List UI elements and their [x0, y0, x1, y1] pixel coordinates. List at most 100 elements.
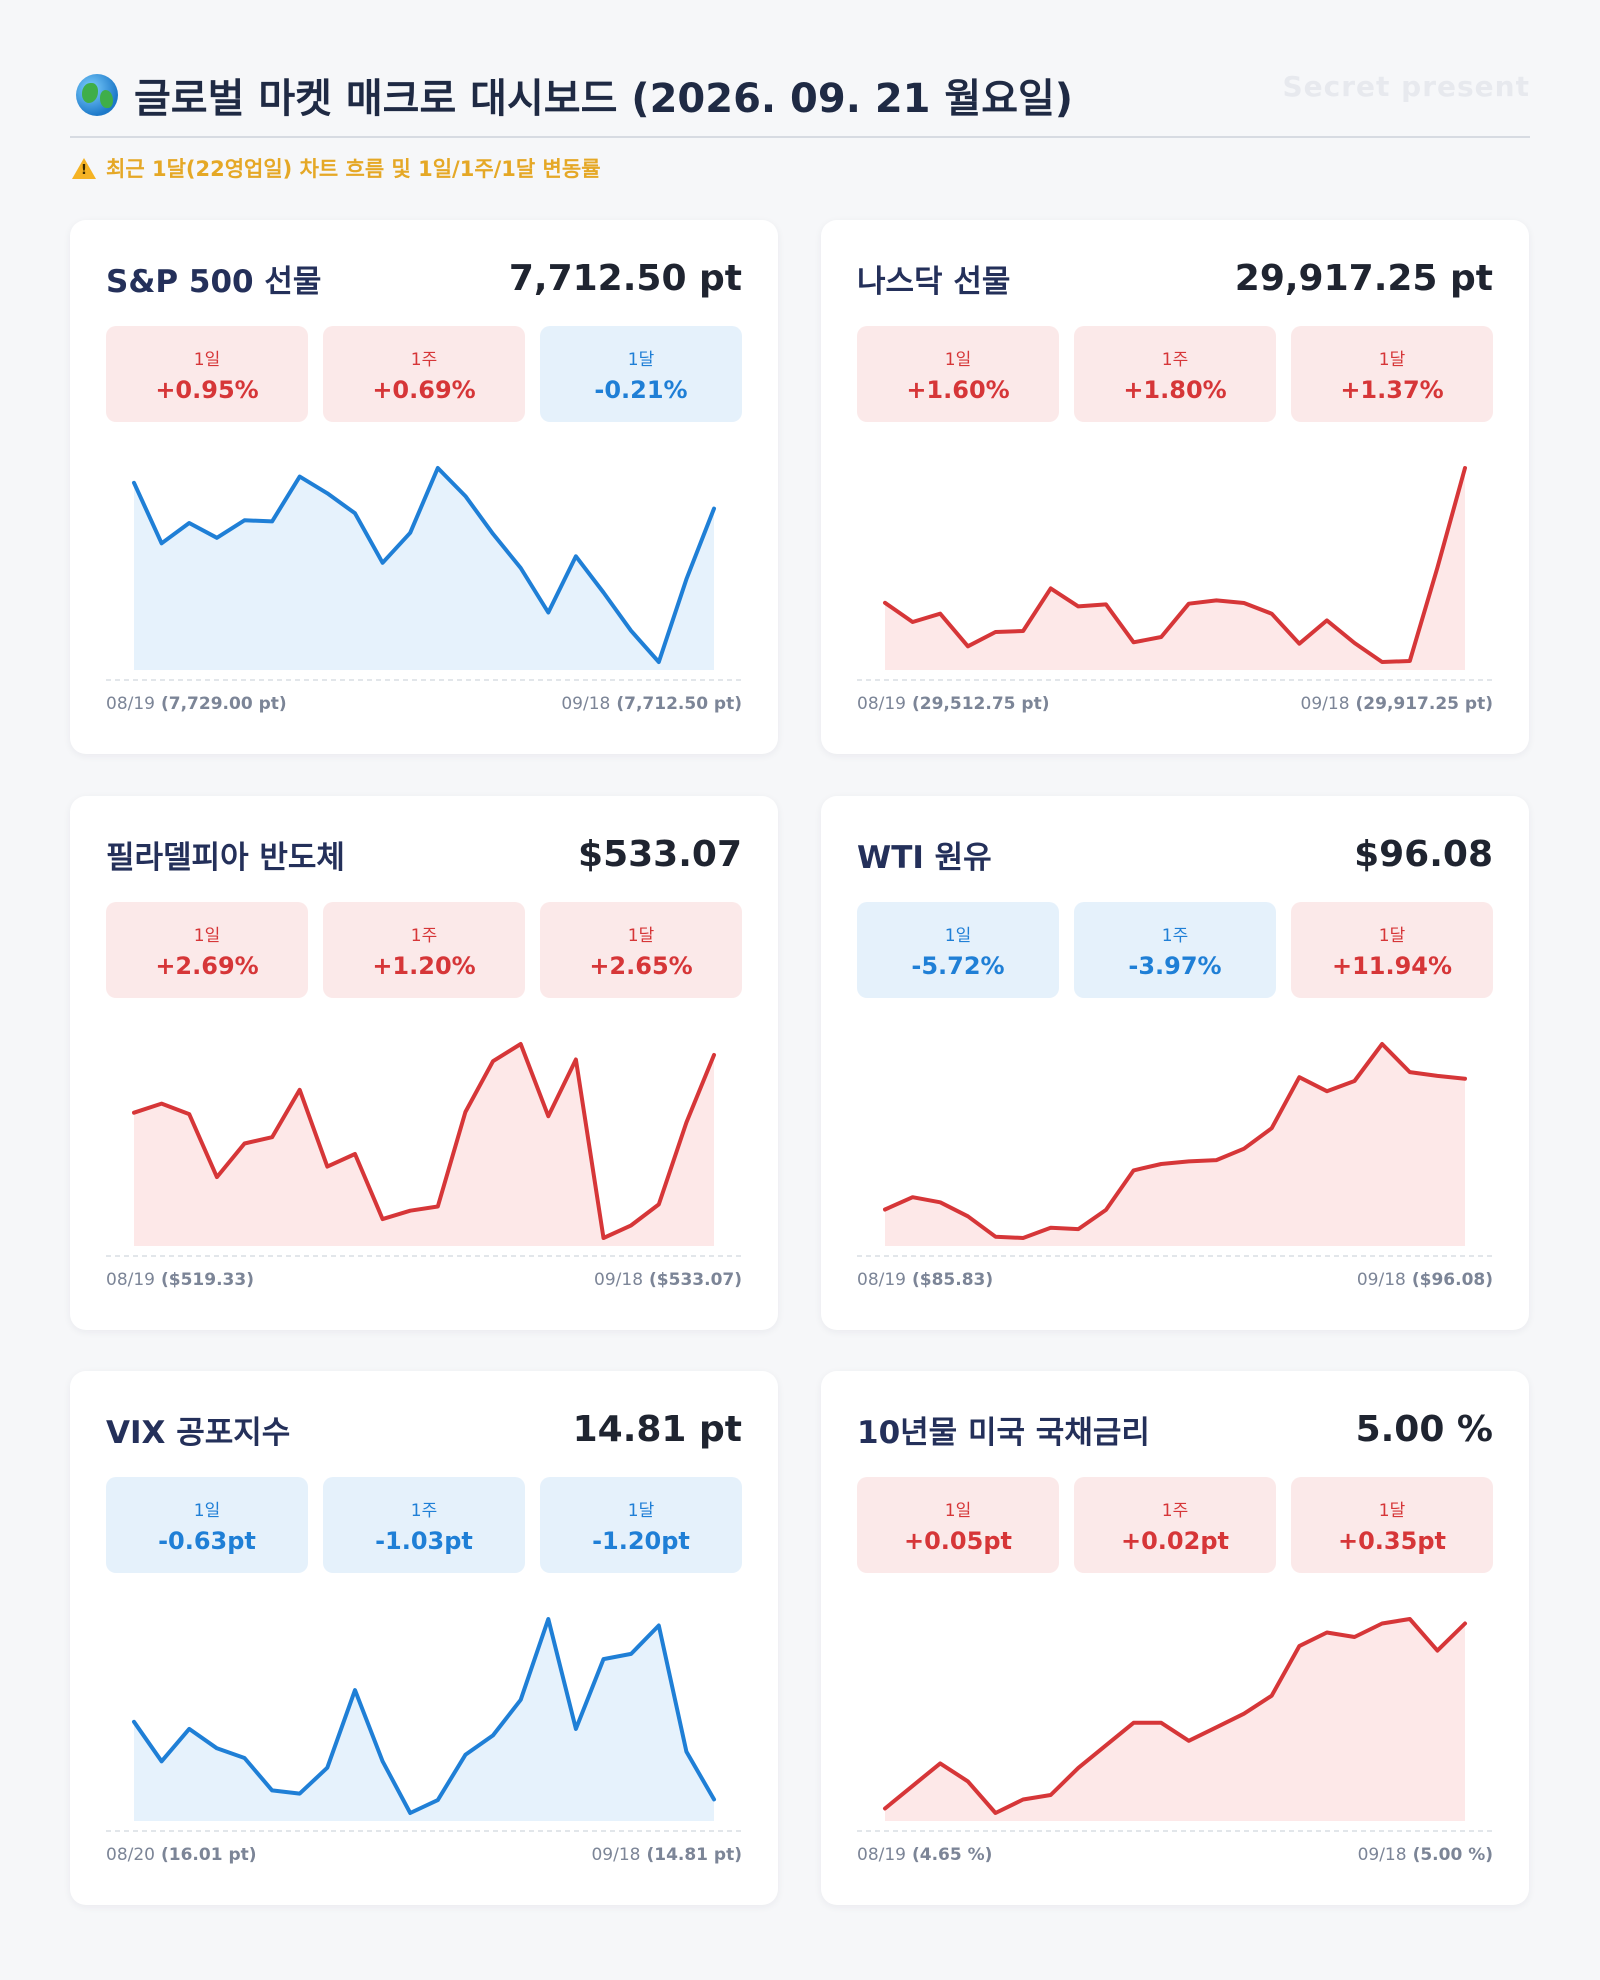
change-label: 1일	[944, 1500, 972, 1521]
series-line	[883, 466, 1467, 664]
card-title: S&P 500 선물	[106, 264, 322, 300]
change-label: 1주	[1161, 1500, 1189, 1521]
line-chart	[106, 1026, 742, 1266]
end-point: 09/18 (5.00 %)	[1358, 1845, 1493, 1865]
series-line	[132, 466, 716, 664]
market-card-us10y: 10년물 미국 국채금리 5.00 % 1일 +0.05pt 1주 +0.02pt 1달 +0…	[821, 1371, 1529, 1905]
change-value: -3.97%	[1128, 951, 1222, 980]
end-point: 09/18 (14.81 pt)	[591, 1845, 742, 1865]
chart-svg	[857, 1042, 1493, 1257]
change-value: +1.80%	[1123, 375, 1227, 404]
card-value: $96.08	[1354, 834, 1493, 875]
end-date: 09/18	[561, 694, 611, 714]
end-value: ($96.08)	[1411, 1270, 1493, 1290]
line-chart	[106, 1601, 742, 1841]
change-label: 1일	[193, 1500, 221, 1521]
chart-area	[134, 1044, 714, 1246]
market-card-nasdaq: 나스닥 선물 29,917.25 pt 1일 +1.60% 1주 +1.80% 1달 +1.3…	[821, 220, 1529, 754]
chart-area	[885, 1044, 1465, 1246]
change-badge: 1일 +1.60%	[857, 326, 1059, 422]
card-title: 필라델피아 반도체	[106, 840, 345, 876]
start-value: ($85.83)	[912, 1270, 994, 1290]
change-label: 1주	[410, 349, 438, 370]
change-value: -0.21%	[594, 375, 688, 404]
change-label: 1일	[944, 349, 972, 370]
start-point: 08/19 (7,729.00 pt)	[106, 694, 287, 714]
end-value: (7,712.50 pt)	[616, 694, 742, 714]
card-value: 29,917.25 pt	[1234, 258, 1493, 299]
end-point: 09/18 ($96.08)	[1357, 1270, 1493, 1290]
change-label: 1달	[627, 1500, 655, 1521]
line-chart	[857, 1601, 1493, 1841]
change-badge: 1일 -5.72%	[857, 902, 1059, 998]
chart-footer: 08/20 (16.01 pt) 09/18 (14.81 pt)	[106, 1845, 742, 1869]
end-date: 09/18	[1300, 694, 1350, 714]
end-date: 09/18	[591, 1845, 641, 1865]
chart-footer: 08/19 (7,729.00 pt) 09/18 (7,712.50 pt)	[106, 694, 742, 718]
change-badge: 1달 +0.35pt	[1291, 1477, 1493, 1573]
chart-svg	[106, 1617, 742, 1832]
page-title: 글로벌 마켓 매크로 대시보드 (2026. 09. 21 월요일)	[76, 68, 1073, 122]
start-date: 08/20	[106, 1845, 155, 1865]
line-chart	[857, 450, 1493, 690]
chart-footer: 08/19 ($519.33) 09/18 ($533.07)	[106, 1270, 742, 1294]
end-date: 09/18	[1356, 1270, 1406, 1290]
change-value: +1.37%	[1340, 375, 1444, 404]
dashboard-header: 글로벌 마켓 매크로 대시보드 (2026. 09. 21 월요일) Secre…	[70, 62, 1530, 138]
market-card-sox: 필라델피아 반도체 $533.07 1일 +2.69% 1주 +1.20% 1달 +2.65%…	[70, 796, 778, 1330]
series-line	[883, 1042, 1467, 1240]
change-value: +2.65%	[589, 951, 693, 980]
card-value: 7,712.50 pt	[508, 258, 742, 299]
end-value: (14.81 pt)	[646, 1845, 742, 1865]
change-badge: 1달 +1.37%	[1291, 326, 1493, 422]
change-value: +0.95%	[155, 375, 259, 404]
change-badge: 1일 +2.69%	[106, 902, 308, 998]
chart-area	[885, 1619, 1465, 1821]
end-point: 09/18 (29,917.25 pt)	[1301, 694, 1493, 714]
chart-area	[134, 468, 714, 670]
change-badge: 1일 -0.63pt	[106, 1477, 308, 1573]
change-badges: 1일 -5.72% 1주 -3.97% 1달 +11.94%	[857, 902, 1493, 998]
change-badge: 1주 -3.97%	[1074, 902, 1276, 998]
change-value: +1.60%	[906, 375, 1010, 404]
change-value: +0.35pt	[1338, 1526, 1446, 1555]
globe-icon	[76, 74, 118, 116]
end-point: 09/18 (7,712.50 pt)	[561, 694, 742, 714]
change-badge: 1주 +1.80%	[1074, 326, 1276, 422]
end-value: (5.00 %)	[1412, 1845, 1493, 1865]
change-badge: 1달 -0.21%	[540, 326, 742, 422]
start-point: 08/19 (4.65 %)	[857, 1845, 992, 1865]
change-badge: 1달 +11.94%	[1291, 902, 1493, 998]
change-value: +11.94%	[1331, 951, 1453, 980]
change-label: 1달	[1378, 1500, 1406, 1521]
change-value: -1.03pt	[375, 1526, 473, 1555]
chart-footer: 08/19 ($85.83) 09/18 ($96.08)	[857, 1270, 1493, 1294]
change-badge: 1달 -1.20pt	[540, 1477, 742, 1573]
change-value: +2.69%	[155, 951, 259, 980]
change-label: 1달	[627, 349, 655, 370]
subtitle-text: 최근 1달(22영업일) 차트 흐름 및 1일/1주/1달 변동률	[106, 157, 601, 181]
change-label: 1주	[1161, 925, 1189, 946]
end-date: 09/18	[594, 1270, 644, 1290]
change-value: +1.20%	[372, 951, 476, 980]
card-value: $533.07	[578, 834, 742, 875]
subtitle: ! 최근 1달(22영업일) 차트 흐름 및 1일/1주/1달 변동률	[72, 152, 601, 184]
start-value: (4.65 %)	[912, 1845, 993, 1865]
end-value: (29,917.25 pt)	[1355, 694, 1493, 714]
market-card-vix: VIX 공포지수 14.81 pt 1일 -0.63pt 1주 -1.03pt 1달 -1.2…	[70, 1371, 778, 1905]
start-point: 08/19 ($519.33)	[106, 1270, 254, 1290]
series-line	[132, 1042, 716, 1240]
line-chart	[857, 1026, 1493, 1266]
start-value: ($519.33)	[161, 1270, 254, 1290]
start-point: 08/19 (29,512.75 pt)	[857, 694, 1049, 714]
change-badges: 1일 +2.69% 1주 +1.20% 1달 +2.65%	[106, 902, 742, 998]
market-card-wti: WTI 원유 $96.08 1일 -5.72% 1주 -3.97% 1달 +11.94% 08/…	[821, 796, 1529, 1330]
start-date: 08/19	[857, 1270, 906, 1290]
warning-icon: !	[72, 157, 96, 179]
chart-svg	[857, 1617, 1493, 1832]
change-label: 1달	[1378, 925, 1406, 946]
change-badge: 1주 +1.20%	[323, 902, 525, 998]
chart-area	[134, 1619, 714, 1821]
page-title-text: 글로벌 마켓 매크로 대시보드 (2026. 09. 21 월요일)	[134, 76, 1074, 122]
card-title: 10년물 미국 국채금리	[857, 1415, 1150, 1451]
